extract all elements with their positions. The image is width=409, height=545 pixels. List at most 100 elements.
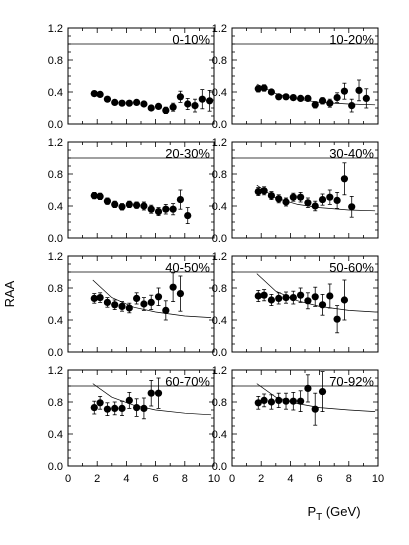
panel-label: 50-60% [329, 260, 374, 275]
x-axis-title-main: P [307, 504, 316, 519]
y-tick-label: 1.2 [48, 137, 63, 149]
data-point [333, 94, 341, 102]
data-point [297, 94, 305, 102]
y-tick-label: 0.4 [212, 315, 227, 327]
panel-6: 50-60% [231, 255, 379, 353]
y-tick-label: 0.8 [48, 397, 63, 409]
data-point [103, 405, 112, 413]
data-point [125, 304, 133, 312]
x-tick-label: 4 [123, 473, 129, 485]
data-point [267, 398, 276, 406]
data-point [318, 196, 327, 204]
y-tick-label: 0.4 [212, 429, 227, 441]
data-point [90, 404, 98, 412]
data-point [275, 195, 283, 203]
data-point [289, 94, 297, 102]
data-point [333, 315, 341, 323]
y-tick-label: 0.0 [48, 233, 63, 245]
data-point [162, 306, 170, 314]
data-point [191, 102, 199, 110]
data-point [340, 87, 349, 95]
y-tick-label: 0.8 [212, 283, 227, 295]
data-point [133, 201, 141, 209]
data-point [340, 296, 349, 304]
panel-label: 70-92% [329, 374, 374, 389]
y-tick-label: 0.8 [48, 55, 63, 67]
data-point [333, 196, 341, 204]
x-tick-labels: 0 2 4 6 8 10 0 2 4 6 8 10 [65, 473, 384, 485]
y-tick-label: 0.0 [48, 347, 63, 359]
data-point [125, 99, 133, 107]
data-point [140, 202, 148, 210]
data-point [362, 94, 370, 102]
data-point [198, 95, 206, 103]
data-point [267, 192, 276, 200]
y-tick-label: 0.4 [48, 429, 63, 441]
data-point [118, 203, 126, 211]
data-point [103, 298, 112, 306]
data-point [304, 384, 312, 392]
data-point [318, 97, 327, 105]
y-tick-labels: 0.0 0.4 0.8 1.2 0.0 0.4 0.8 1.2 0.0 0.4 0.8 1.2 0.0 0… [48, 23, 227, 473]
data-point [206, 97, 214, 105]
y-tick-label: 0.0 [48, 461, 63, 473]
y-tick-label: 0.4 [212, 201, 227, 213]
y-tick-label: 1.2 [48, 23, 63, 35]
data-point [90, 90, 98, 98]
y-tick-label: 1.2 [48, 365, 63, 377]
data-point [254, 85, 262, 93]
data-point [140, 300, 148, 308]
panels-group: 0-10% 10-20% 20-30% 30-40% 40-50% 50-60% 60-70… [67, 27, 379, 467]
y-tick-label: 1.2 [212, 137, 227, 149]
data-point [176, 93, 185, 101]
panel-label: 60-70% [165, 374, 210, 389]
data-point [275, 93, 283, 101]
data-point [162, 106, 170, 114]
data-point [169, 205, 177, 213]
data-point [304, 199, 312, 207]
data-point [267, 88, 276, 96]
y-tick-label: 0.8 [48, 283, 63, 295]
data-point [326, 292, 334, 300]
data-point [118, 404, 126, 412]
data-point [96, 90, 104, 98]
data-point [154, 293, 163, 301]
data-point [147, 205, 155, 213]
panel-label: 40-50% [165, 260, 210, 275]
data-point [147, 298, 155, 306]
data-point [260, 396, 268, 404]
data-point [304, 94, 312, 102]
data-point [162, 205, 170, 213]
y-tick-label: 0.4 [48, 201, 63, 213]
data-point [103, 95, 112, 103]
data-point [133, 294, 141, 302]
data-point [355, 86, 363, 94]
data-point [96, 294, 104, 302]
data-point [254, 399, 262, 407]
data-point [133, 98, 141, 106]
y-tick-label: 0.8 [212, 397, 227, 409]
data-point [140, 100, 148, 108]
x-tick-label: 6 [153, 473, 159, 485]
data-point [282, 294, 290, 302]
data-point [90, 192, 98, 200]
x-tick-label: 2 [258, 473, 264, 485]
data-point [326, 193, 334, 201]
data-point [118, 302, 126, 310]
panel-label: 20-30% [165, 146, 210, 161]
x-tick-label: 4 [287, 473, 293, 485]
data-point [118, 99, 126, 107]
panel-2: 10-20% [231, 27, 379, 125]
data-point [176, 290, 185, 298]
x-tick-label: 6 [317, 473, 323, 485]
data-point [304, 297, 312, 305]
data-point [111, 98, 119, 106]
data-point [96, 399, 104, 407]
data-point [90, 294, 98, 302]
data-point [169, 283, 177, 291]
x-tick-label: 2 [94, 473, 100, 485]
data-point [96, 192, 104, 200]
data-point [348, 203, 356, 211]
data-point [147, 389, 155, 397]
x-tick-label: 0 [229, 473, 235, 485]
